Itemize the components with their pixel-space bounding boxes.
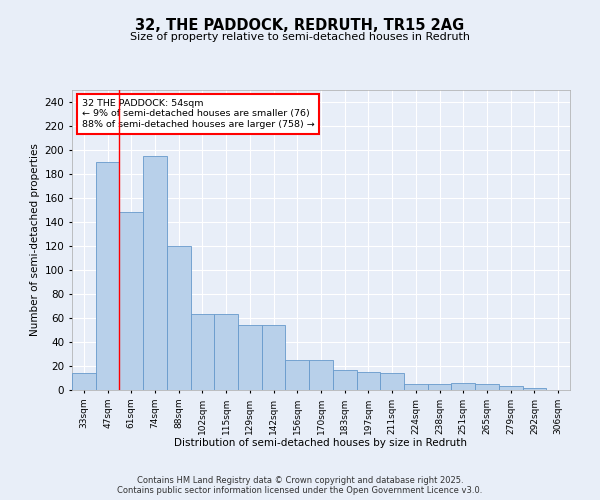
Bar	[191, 314, 214, 390]
Bar	[333, 370, 356, 390]
Bar	[404, 384, 428, 390]
Bar	[119, 212, 143, 390]
Bar	[286, 360, 309, 390]
Text: 32 THE PADDOCK: 54sqm
← 9% of semi-detached houses are smaller (76)
88% of semi-: 32 THE PADDOCK: 54sqm ← 9% of semi-detac…	[82, 99, 315, 129]
Bar	[143, 156, 167, 390]
Bar	[309, 360, 333, 390]
Text: Contains HM Land Registry data © Crown copyright and database right 2025.
Contai: Contains HM Land Registry data © Crown c…	[118, 476, 482, 495]
Bar	[356, 372, 380, 390]
Bar	[214, 314, 238, 390]
Bar	[523, 388, 546, 390]
Text: 32, THE PADDOCK, REDRUTH, TR15 2AG: 32, THE PADDOCK, REDRUTH, TR15 2AG	[136, 18, 464, 32]
Bar	[96, 162, 119, 390]
Bar	[72, 373, 96, 390]
Bar	[238, 325, 262, 390]
X-axis label: Distribution of semi-detached houses by size in Redruth: Distribution of semi-detached houses by …	[175, 438, 467, 448]
Bar	[475, 384, 499, 390]
Bar	[167, 246, 191, 390]
Y-axis label: Number of semi-detached properties: Number of semi-detached properties	[31, 144, 40, 336]
Bar	[499, 386, 523, 390]
Text: Size of property relative to semi-detached houses in Redruth: Size of property relative to semi-detach…	[130, 32, 470, 42]
Bar	[451, 383, 475, 390]
Bar	[428, 384, 451, 390]
Bar	[380, 373, 404, 390]
Bar	[262, 325, 286, 390]
